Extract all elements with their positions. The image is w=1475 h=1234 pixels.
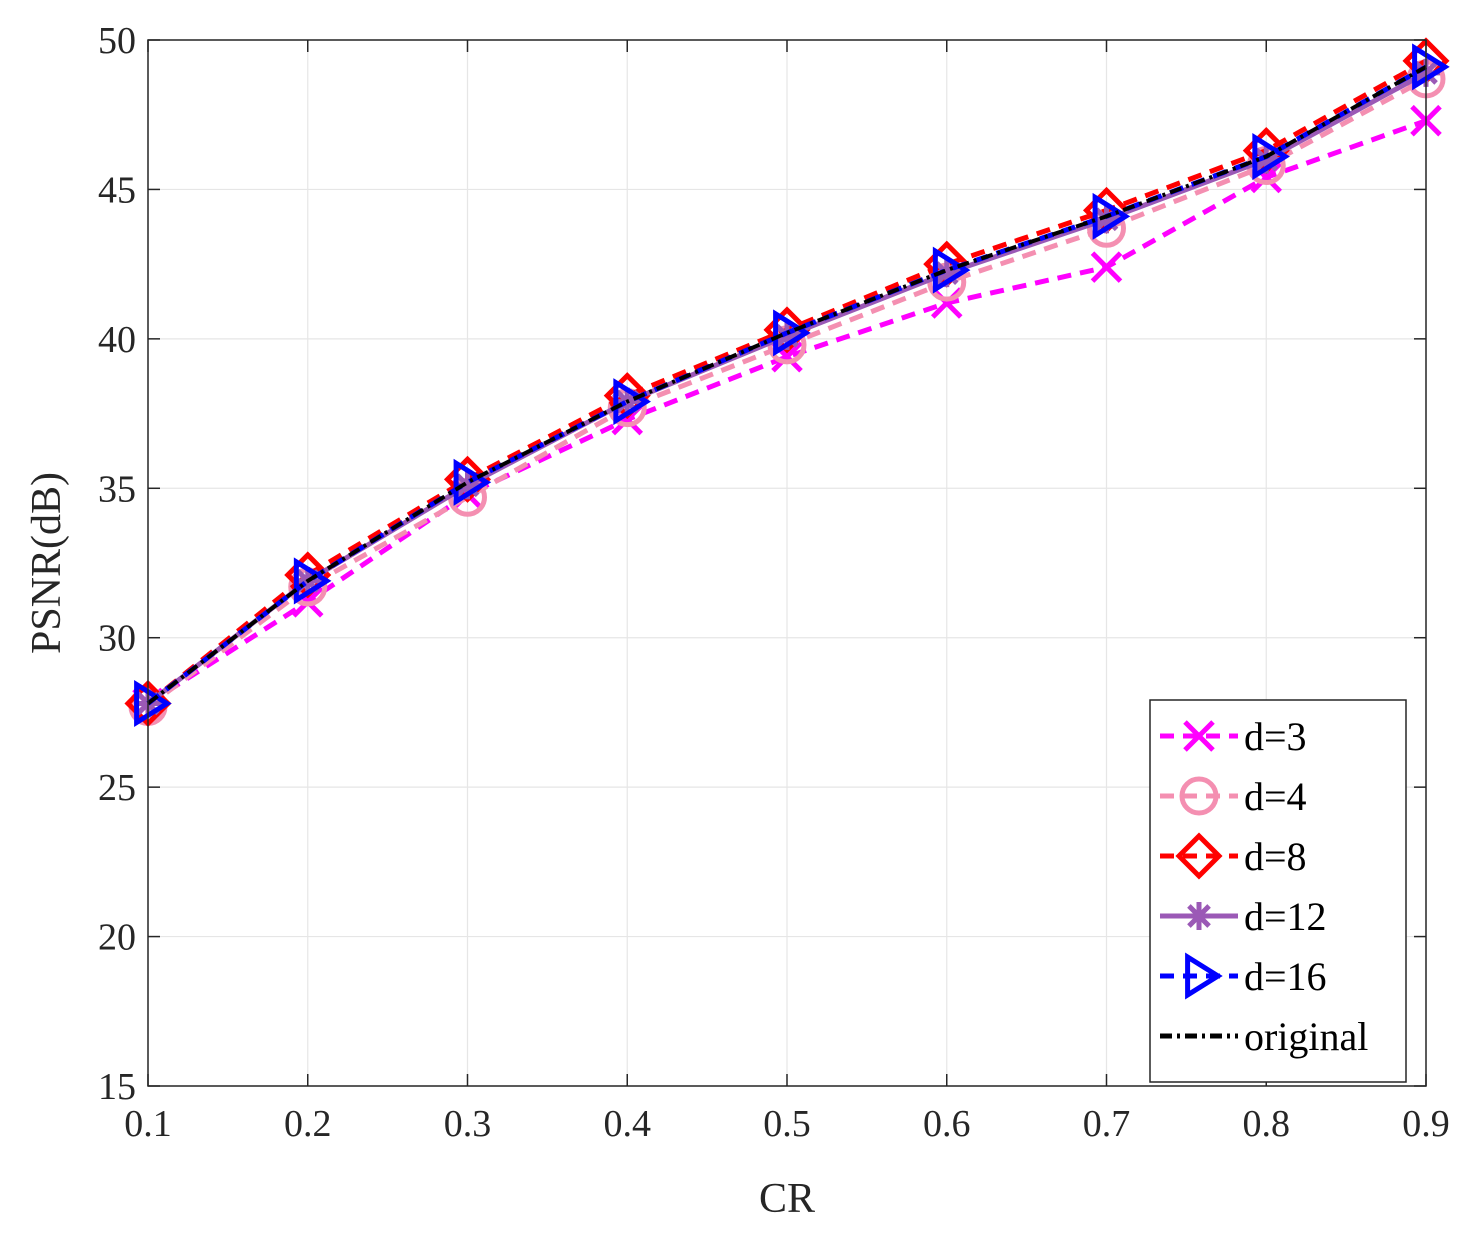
- y-tick-label: 40: [98, 319, 136, 361]
- x-tick-label: 0.5: [763, 1103, 811, 1145]
- x-tick-label: 0.1: [124, 1103, 172, 1145]
- x-tick-label: 0.4: [604, 1103, 652, 1145]
- series-line: [146, 64, 1428, 706]
- triangle-right-marker: [134, 679, 172, 727]
- y-tick-label: 35: [98, 468, 136, 510]
- series-layer: [124, 37, 1450, 727]
- x-marker: [1183, 720, 1215, 752]
- y-tick-label: 25: [98, 767, 136, 809]
- legend-item: d=4: [1160, 774, 1307, 819]
- triangle-right-marker: [1252, 133, 1290, 181]
- legend-item: d=16: [1160, 952, 1327, 1000]
- y-axis-label: PSNR(dB): [24, 472, 70, 654]
- ticks: 0.1 0.2 0.3 0.4 0.5 0.6 0.7 0.8 0.9 15 20 25 30 35 40 4…: [98, 20, 1450, 1145]
- triangle-right-marker: [1185, 952, 1223, 1000]
- x-axis-label: CR: [759, 1176, 815, 1222]
- x-tick-label: 0.9: [1402, 1103, 1450, 1145]
- legend-label: d=12: [1244, 894, 1327, 939]
- legend-item: d=8: [1160, 832, 1307, 880]
- legend-item: d=3: [1160, 714, 1307, 759]
- series-line: [146, 118, 1427, 706]
- y-tick-label: 30: [98, 618, 136, 660]
- legend-label: original: [1244, 1014, 1368, 1059]
- legend-box: [1149, 699, 1407, 1083]
- diamond-marker: [1175, 832, 1223, 880]
- legend: d=3 d=4 d=8 d=12 d=16 original: [1149, 699, 1407, 1083]
- y-tick-label: 15: [98, 1066, 136, 1108]
- legend-label: d=4: [1244, 774, 1307, 819]
- triangle-right-marker: [1092, 192, 1131, 240]
- triangle-right-marker: [773, 309, 811, 357]
- y-tick-label: 20: [98, 917, 136, 959]
- legend-label: d=3: [1244, 714, 1307, 759]
- x-tick-label: 0.8: [1243, 1103, 1291, 1145]
- triangle-right-marker: [932, 246, 971, 294]
- triangle-right-marker: [1412, 43, 1450, 91]
- x-tick-label: 0.6: [923, 1103, 971, 1145]
- x-tick-label: 0.3: [444, 1103, 492, 1145]
- x-tick-label: 0.2: [284, 1103, 332, 1145]
- legend-item: original: [1160, 1014, 1368, 1059]
- triangle-right-marker: [453, 458, 492, 506]
- circle-marker: [1179, 776, 1219, 816]
- legend-label: d=8: [1244, 834, 1307, 879]
- legend-label: d=16: [1244, 954, 1327, 999]
- x-marker: [1090, 251, 1123, 283]
- legend-item: d=12: [1160, 894, 1327, 939]
- y-tick-label: 45: [98, 169, 136, 211]
- triangle-right-marker: [613, 378, 651, 426]
- series-d-16: [134, 43, 1450, 727]
- y-tick-label: 50: [98, 20, 136, 62]
- triangle-right-marker: [293, 557, 332, 605]
- asterisk-marker: [1185, 902, 1213, 930]
- x-tick-label: 0.7: [1083, 1103, 1131, 1145]
